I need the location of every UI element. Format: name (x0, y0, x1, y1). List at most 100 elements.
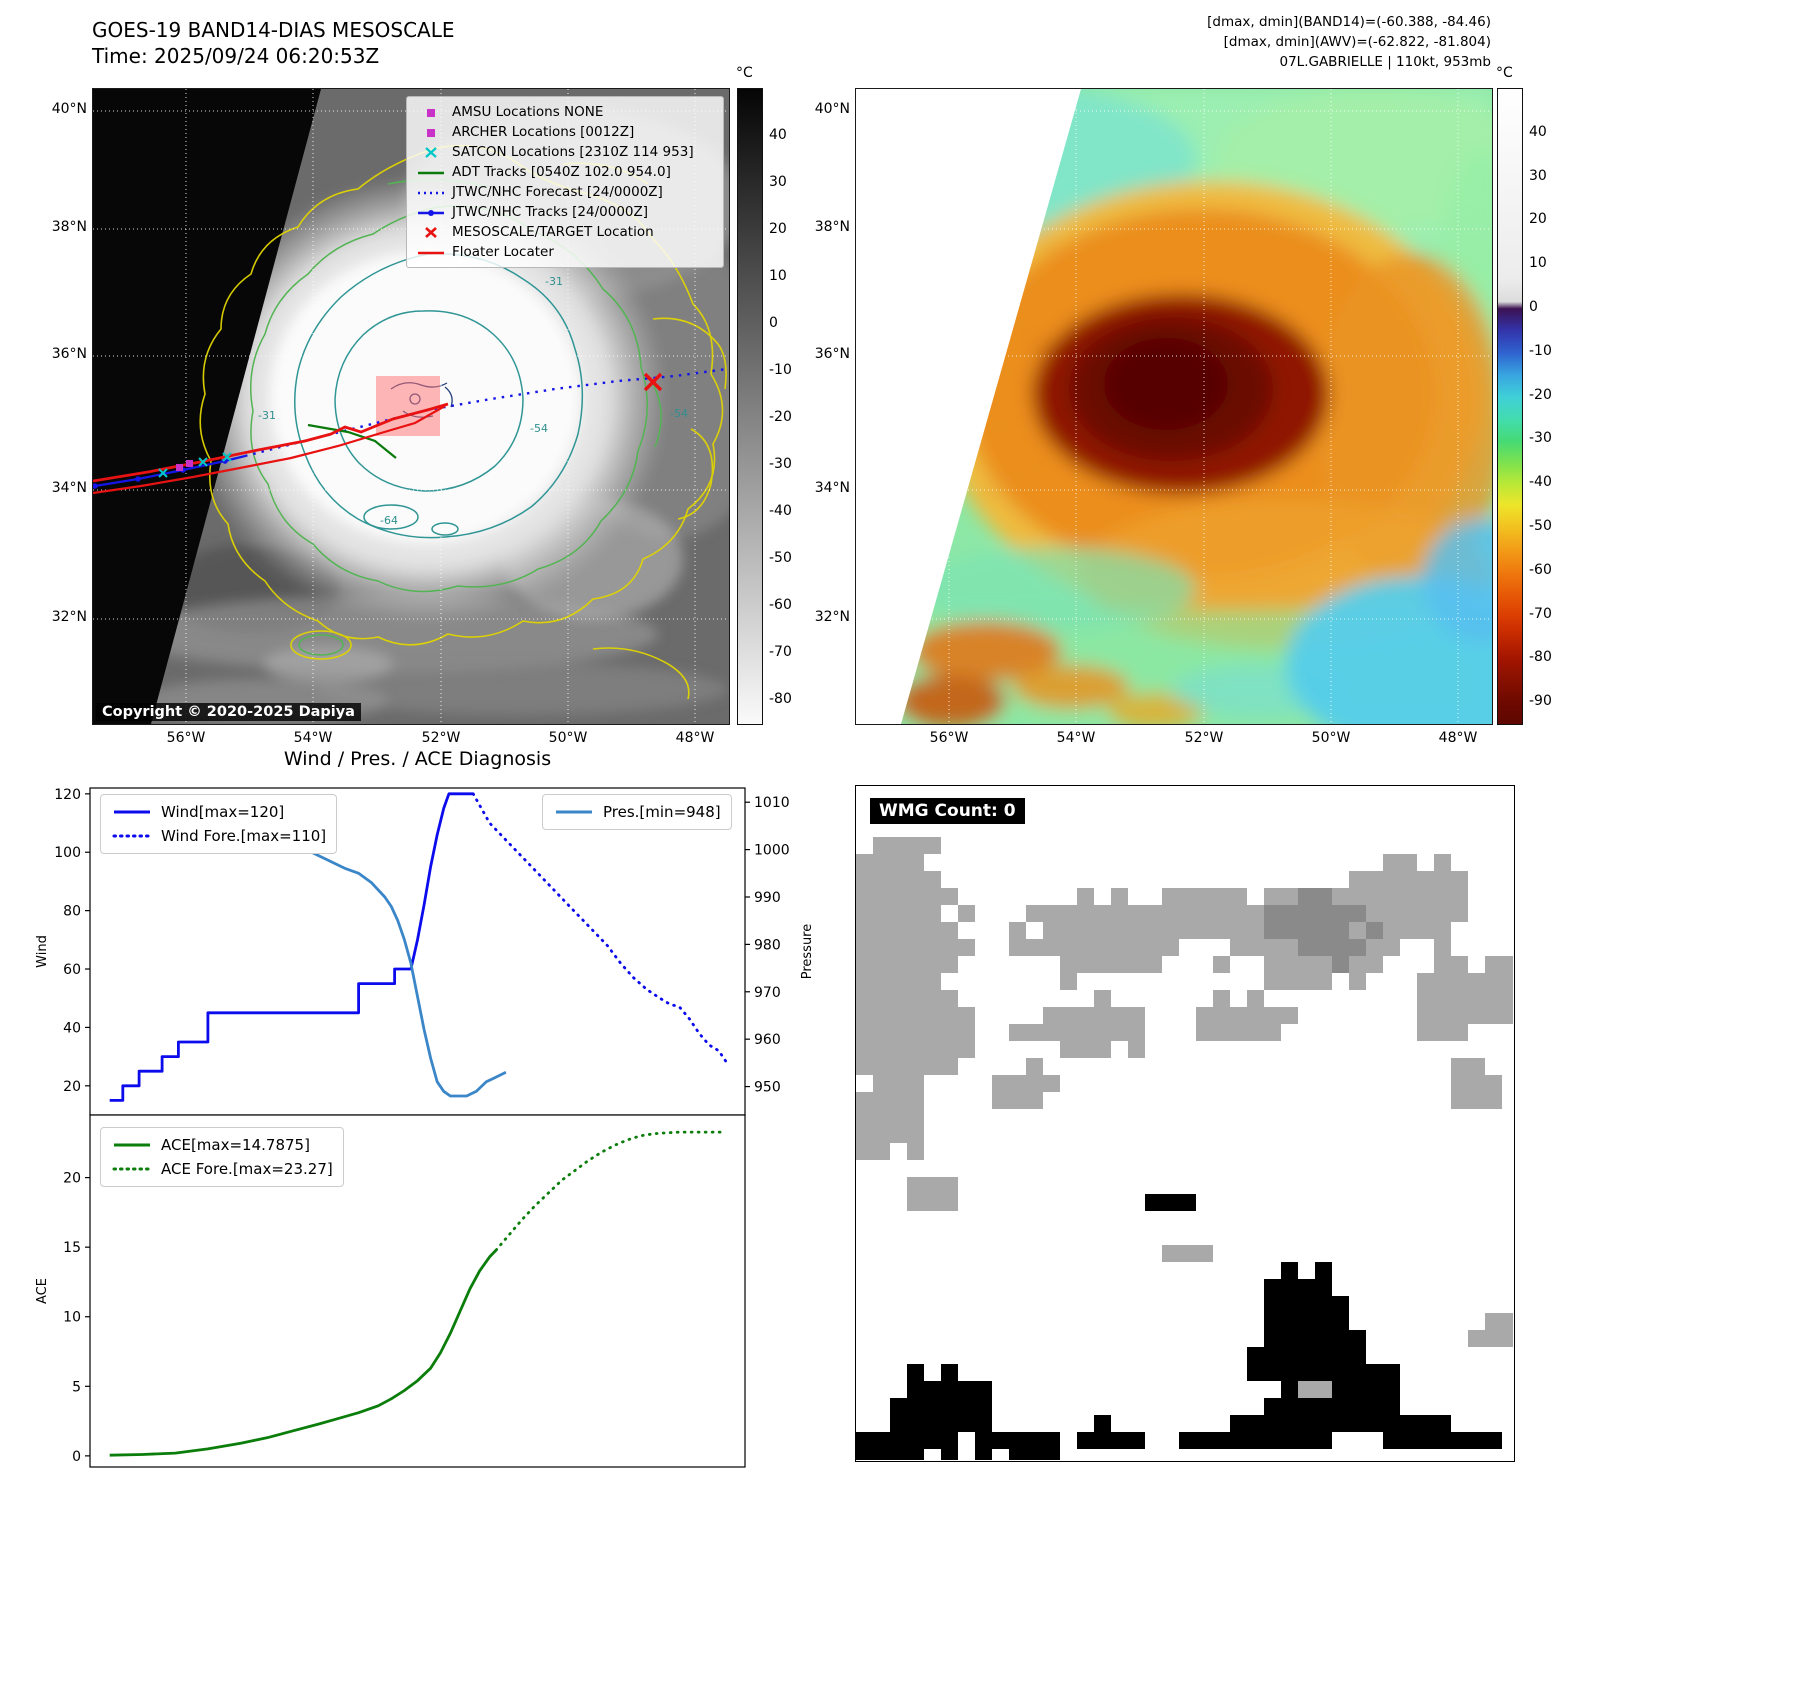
wind-legend: Wind[max=120] Wind Fore.[max=110] (100, 794, 338, 854)
legend-item-pressure: Pres.[min=948] (553, 800, 721, 824)
colorbar-tick: 20 (1529, 211, 1547, 228)
adt-track-line (307, 423, 397, 459)
y-tick: 60 (63, 962, 81, 978)
y-tick: 80 (63, 904, 81, 920)
legend-item-amsu: AMSU Locations NONE (415, 102, 715, 122)
legend-label: ADT Tracks [0540Z 102.0 954.0] (452, 164, 671, 180)
colorbar-tick: -10 (769, 362, 792, 379)
colorbar-tick: -40 (1529, 474, 1552, 491)
lat-tick: 36°N (51, 346, 87, 362)
colorbar-tick: 10 (769, 268, 787, 285)
y-tick: 5 (72, 1379, 81, 1395)
lat-tick: 36°N (814, 346, 850, 362)
storm-tracks (93, 367, 728, 495)
legend-label: Wind Fore.[max=110] (161, 827, 327, 845)
satcon-x-icon (415, 146, 447, 159)
colorbar-unit: °C (1496, 65, 1513, 81)
Wind[max=120] (109, 792, 474, 1102)
floater-line-icon (415, 246, 447, 259)
ACE[max=14.7875] (109, 1249, 498, 1457)
lat-tick: 40°N (814, 101, 850, 117)
y2-tick: 950 (754, 1080, 781, 1096)
colorbar-tick: 30 (1529, 167, 1547, 184)
ace-forecast-dotted-icon (111, 1162, 153, 1176)
legend-item-ace: ACE[max=14.7875] (111, 1133, 333, 1157)
lon-tick: 52°W (1184, 730, 1224, 746)
diagnosis-title: Wind / Pres. / ACE Diagnosis (283, 748, 552, 770)
legend-item-tracks: JTWC/NHC Tracks [24/0000Z] (415, 202, 715, 222)
ACE Fore.[max=23.27] (494, 1130, 727, 1252)
y-tick: 10 (63, 1310, 81, 1326)
legend-item-satcon: SATCON Locations [2310Z 114 953] (415, 142, 715, 162)
wind-line-icon (111, 805, 153, 819)
contour-label: -54 (530, 422, 548, 435)
colorbar-tick: -80 (769, 691, 792, 708)
archer-marker (176, 464, 183, 471)
lat-tick: 34°N (51, 480, 87, 496)
colorbar-tick: -40 (769, 503, 792, 520)
y-tick: 20 (63, 1079, 81, 1095)
band14-map: 40°N 38°N 36°N 34°N 32°N 56°W 54°W 52°W … (52, 88, 730, 746)
band14-title: GOES-19 BAND14-DIAS MESOSCALE (92, 18, 455, 42)
colorbar-tick: 40 (1529, 123, 1547, 140)
archer-square-icon (415, 126, 447, 139)
colorbar-tick: -50 (1529, 517, 1552, 534)
colorbar-tick: -30 (1529, 430, 1552, 447)
wind-pressure-chart: 20 40 60 80 100 120 950 960 970 980 990 1000 1010 Win… (30, 780, 830, 1125)
track-line-dot-icon (415, 206, 447, 219)
ace-line-icon (111, 1138, 153, 1152)
legend-item-archer: ARCHER Locations [0012Z] (415, 122, 715, 142)
lat-tick: 32°N (51, 609, 87, 625)
colorbar-tick: 20 (769, 221, 787, 238)
lat-tick: 40°N (51, 101, 87, 117)
forecast-dotted-line-icon (415, 186, 447, 199)
wmg-mask-image (856, 837, 1513, 1460)
colorbar-tick: -60 (1529, 561, 1552, 578)
storm-id-intensity: 07L.GABRIELLE | 110kt, 953mb (1279, 54, 1492, 70)
legend-label: ARCHER Locations [0012Z] (452, 124, 635, 140)
y2-tick: 990 (754, 890, 781, 906)
target-x-icon (643, 372, 663, 392)
colorbar-tick: 0 (769, 315, 778, 332)
adt-line-icon (415, 166, 447, 179)
pressure-legend: Pres.[min=948] (542, 794, 732, 830)
contour-label: -64 (380, 514, 398, 527)
lat-tick: 32°N (814, 609, 850, 625)
y2-tick: 1000 (754, 843, 790, 859)
legend-item-wind-forecast: Wind Fore.[max=110] (111, 824, 326, 848)
legend-label: ACE[max=14.7875] (161, 1136, 310, 1154)
legend-label: JTWC/NHC Tracks [24/0000Z] (452, 204, 649, 220)
wmg-panel: WMG Count: 0 (855, 785, 1515, 1462)
legend-label: SATCON Locations [2310Z 114 953] (452, 144, 694, 160)
lon-tick: 54°W (1056, 730, 1096, 746)
y-tick: 20 (63, 1171, 81, 1187)
y2-tick: 1010 (754, 795, 790, 811)
colorbar-tick: -30 (769, 456, 792, 473)
y-tick: 40 (63, 1020, 81, 1036)
legend-label: JTWC/NHC Forecast [24/0000Z] (452, 184, 663, 200)
band14-legend: AMSU Locations NONE ARCHER Locations [00… (406, 96, 724, 268)
colorbar-tick: 30 (769, 174, 787, 191)
colorbar-tick: -50 (769, 550, 792, 567)
lon-tick: 48°W (675, 730, 715, 746)
legend-label: Pres.[min=948] (603, 803, 721, 821)
y2-tick: 980 (754, 937, 781, 953)
awv-map: 40°N 38°N 36°N 34°N 32°N 56°W 54°W 52°W … (815, 88, 1493, 746)
awv-colorbar: °C 40 30 20 10 0 -10 -20 -30 -40 -50 -60 -70 -80 -90 (1496, 65, 1552, 725)
ace-legend: ACE[max=14.7875] ACE Fore.[max=23.27] (100, 1127, 344, 1187)
archer-marker (186, 460, 193, 467)
contour-label: -31 (545, 275, 563, 288)
legend-item-ace-forecast: ACE Fore.[max=23.27] (111, 1157, 333, 1181)
band14-timestamp: Time: 2025/09/24 06:20:53Z (92, 44, 380, 68)
colorbar-tick: -60 (769, 597, 792, 614)
legend-item-forecast: JTWC/NHC Forecast [24/0000Z] (415, 182, 715, 202)
colorbar-tick: -20 (1529, 386, 1552, 403)
lon-tick: 50°W (1311, 730, 1351, 746)
Wind Fore.[max=110] (471, 792, 730, 1067)
lon-tick: 54°W (293, 730, 333, 746)
colorbar-tick: -90 (1529, 693, 1552, 710)
y2-tick: 960 (754, 1032, 781, 1048)
lat-tick: 38°N (814, 219, 850, 235)
lon-tick: 52°W (421, 730, 461, 746)
